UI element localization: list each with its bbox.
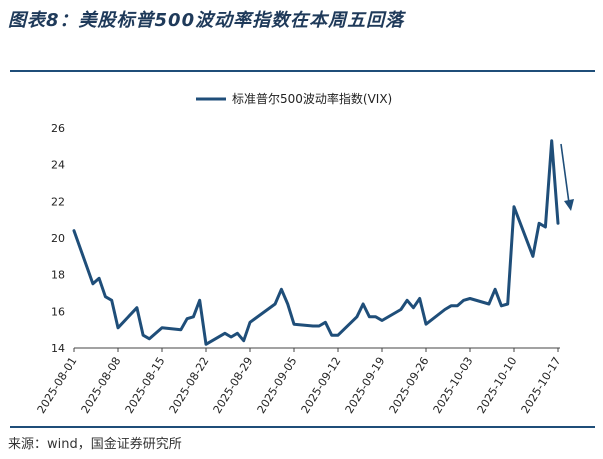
top-rule (10, 70, 595, 72)
x-tick-label: 2025-08-08 (79, 355, 124, 416)
down-arrow-head (564, 199, 574, 211)
x-tick-label: 2025-08-15 (123, 355, 168, 416)
x-tick-label: 2025-09-26 (387, 355, 432, 416)
down-arrow-annotation (560, 143, 574, 211)
x-tick-label: 2025-09-19 (343, 355, 388, 416)
y-tick-label: 20 (51, 232, 65, 245)
y-tick-label: 24 (51, 159, 65, 172)
x-tick-label: 2025-10-17 (519, 355, 564, 416)
x-tick-label: 2025-09-12 (299, 355, 344, 416)
figure-title: 图表8：美股标普500波动率指数在本周五回落 (8, 10, 405, 31)
y-tick-label: 16 (51, 305, 65, 318)
vix-series-line (72, 139, 560, 346)
chart-legend: 标准普尔500波动率指数(VIX) (196, 91, 392, 106)
x-tick-label: 2025-09-05 (255, 355, 300, 416)
y-tick-label: 14 (51, 342, 65, 355)
legend-label: 标准普尔500波动率指数(VIX) (232, 91, 392, 106)
y-tick-label: 22 (51, 195, 65, 208)
y-axis: 14 16 18 20 22 24 26 (51, 122, 65, 355)
down-arrow-icon (560, 143, 570, 204)
x-tick-label: 2025-08-22 (167, 355, 212, 416)
plot-area (72, 139, 560, 346)
source-note: 来源：wind，国金证券研究所 (8, 437, 182, 452)
x-tick-label: 2025-08-29 (211, 355, 256, 416)
y-tick-label: 26 (51, 122, 65, 135)
x-tick-label: 2025-08-01 (35, 355, 80, 416)
x-axis: 2025-08-01 2025-08-08 2025-08-15 2025-08-22… (35, 347, 564, 416)
x-tick-label: 2025-10-10 (475, 355, 520, 416)
bottom-rule (10, 426, 595, 428)
x-tick-label: 2025-10-03 (431, 355, 476, 416)
y-tick-label: 18 (51, 269, 65, 282)
